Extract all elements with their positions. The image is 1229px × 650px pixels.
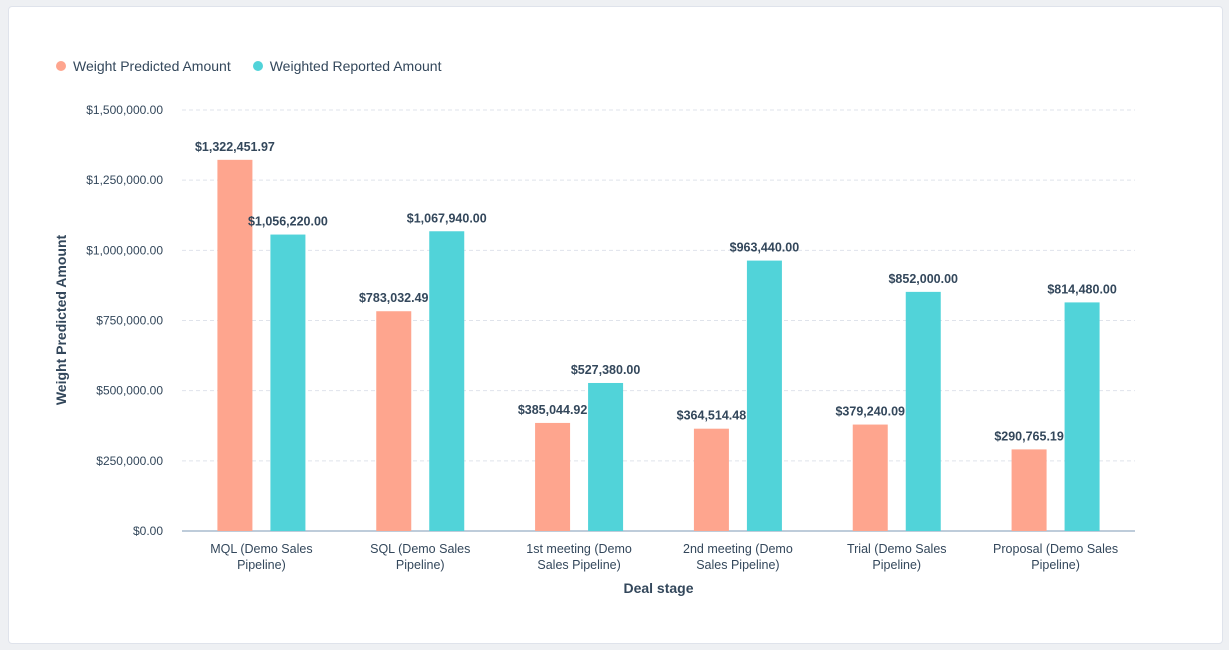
legend-label-reported: Weighted Reported Amount xyxy=(269,58,442,74)
bar-predicted xyxy=(1011,449,1047,531)
bar-predicted xyxy=(376,311,412,531)
y-tick-label: $500,000.00 xyxy=(96,384,163,398)
x-tick-label: Pipeline) xyxy=(396,558,445,572)
data-label: $852,000.00 xyxy=(888,272,958,286)
data-label: $385,044.92 xyxy=(518,403,588,417)
data-label: $379,240.09 xyxy=(835,405,905,419)
x-tick-label: Pipeline) xyxy=(237,558,286,572)
x-tick-label: 1st meeting (Demo xyxy=(526,542,632,556)
bar-reported xyxy=(429,231,465,532)
data-label: $814,480.00 xyxy=(1047,282,1117,296)
legend: Weight Predicted Amount Weighted Reporte… xyxy=(56,58,441,74)
y-axis-title: Weight Predicted Amount xyxy=(53,234,69,405)
bar-predicted xyxy=(217,159,253,531)
x-tick-label: SQL (Demo Sales xyxy=(370,542,470,556)
data-label: $364,514.48 xyxy=(677,409,747,423)
bar-predicted xyxy=(852,424,888,531)
data-label: $527,380.00 xyxy=(571,363,641,377)
y-tick-label: $250,000.00 xyxy=(96,454,163,468)
data-label: $783,032.49 xyxy=(359,291,429,305)
x-tick-label: 2nd meeting (Demo xyxy=(683,542,793,556)
bar-reported xyxy=(905,291,941,531)
x-tick-label: Trial (Demo Sales xyxy=(847,542,947,556)
y-tick-label: $750,000.00 xyxy=(96,314,163,328)
bar-reported xyxy=(1064,302,1100,531)
legend-label-predicted: Weight Predicted Amount xyxy=(73,58,231,74)
x-tick-label: Proposal (Demo Sales xyxy=(993,542,1118,556)
bar-predicted xyxy=(693,428,729,531)
data-label: $1,056,220.00 xyxy=(248,215,328,229)
x-tick-label: Pipeline) xyxy=(1031,558,1080,572)
x-tick-label: MQL (Demo Sales xyxy=(210,542,312,556)
x-axis-title: Deal stage xyxy=(623,580,693,596)
bar-predicted xyxy=(535,422,571,531)
x-tick-label: Sales Pipeline) xyxy=(537,558,620,572)
bar-reported xyxy=(270,234,306,531)
chart-card xyxy=(8,6,1223,644)
y-tick-label: $1,000,000.00 xyxy=(86,243,163,257)
legend-item-predicted[interactable]: Weight Predicted Amount xyxy=(56,58,231,74)
y-tick-label: $1,500,000.00 xyxy=(86,103,163,117)
bar-reported xyxy=(746,260,782,531)
y-tick-label: $0.00 xyxy=(133,524,163,538)
data-label: $1,067,940.00 xyxy=(407,211,487,225)
legend-dot-reported xyxy=(252,61,263,71)
data-label: $290,765.19 xyxy=(994,429,1064,443)
x-tick-label: Sales Pipeline) xyxy=(696,558,779,572)
y-tick-label: $1,250,000.00 xyxy=(86,173,163,187)
x-tick-label: Pipeline) xyxy=(872,558,921,572)
bar-reported xyxy=(588,382,624,531)
legend-dot-predicted xyxy=(56,61,66,71)
legend-item-reported[interactable]: Weighted Reported Amount xyxy=(252,58,442,74)
data-label: $963,440.00 xyxy=(730,241,800,255)
data-label: $1,322,451.97 xyxy=(195,140,275,154)
